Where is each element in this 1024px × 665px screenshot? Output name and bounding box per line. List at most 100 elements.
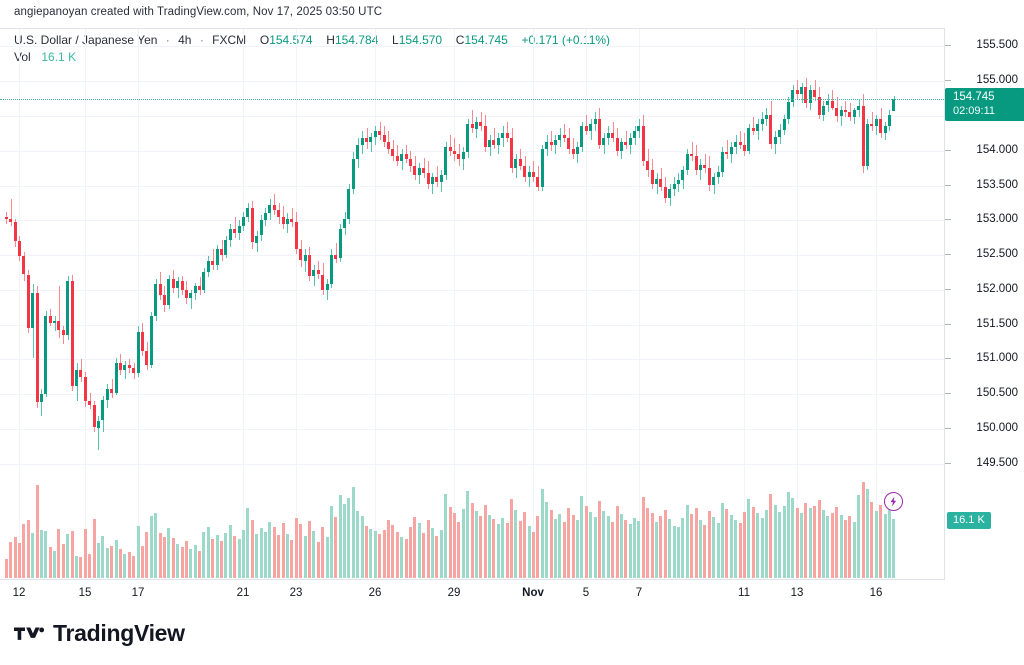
candle-body	[523, 166, 527, 178]
candle-body	[580, 126, 584, 148]
volume-bar	[518, 521, 522, 578]
horizontal-gridline	[0, 463, 944, 465]
volume-bar	[13, 536, 17, 578]
volume-bar	[246, 508, 250, 578]
time-axis[interactable]: 12 15 17 21 23 26 29 Nov 5 7 11 13 16	[0, 580, 944, 610]
volume-bar	[611, 522, 615, 578]
legend-exchange: FXCM	[212, 33, 247, 47]
price-tick-dash	[945, 462, 951, 464]
volume-bar	[228, 524, 232, 578]
volume-bar	[61, 544, 65, 578]
candle-body	[158, 284, 162, 296]
candle-body	[804, 86, 808, 104]
candle-wick	[573, 138, 574, 160]
volume-bar	[92, 519, 96, 578]
candle-body	[307, 255, 311, 276]
candle-body	[716, 171, 720, 178]
candle-body	[527, 171, 531, 178]
volume-bar	[782, 506, 786, 578]
volume-bar	[720, 503, 724, 578]
volume-bar	[387, 520, 390, 578]
volume-bar	[734, 520, 738, 578]
volume-bar	[176, 544, 180, 578]
volume-bar	[154, 513, 158, 578]
volume-bar	[848, 515, 852, 578]
time-axis-tick-label: 12	[12, 587, 26, 599]
volume-bar	[233, 536, 237, 578]
volume-bar	[619, 514, 623, 578]
volume-bar	[365, 525, 368, 578]
lightning-bolt-icon[interactable]	[884, 491, 904, 511]
volume-bar	[57, 528, 61, 578]
candle-body	[536, 177, 540, 187]
volume-bar	[88, 554, 92, 578]
price-tick-dash	[945, 219, 951, 221]
volume-value-badge[interactable]: 16.1 K	[947, 511, 991, 529]
candle-body	[800, 86, 803, 94]
volume-bar	[444, 493, 448, 578]
attribution-text: angiepanoyan created with TradingView.co…	[14, 6, 383, 18]
candle-body	[140, 331, 144, 351]
volume-bar	[83, 529, 87, 578]
candle-body	[562, 135, 566, 139]
candle-body	[444, 147, 448, 175]
legend-interval[interactable]: 4h	[178, 33, 192, 47]
volume-bar	[171, 538, 175, 578]
legend-row-primary: U.S. Dollar / Japanese Yen · 4h · FXCM O…	[14, 32, 610, 49]
current-price-value: 154.745	[953, 90, 995, 103]
candle-body	[887, 114, 891, 127]
volume-bar	[738, 523, 742, 578]
volume-bar	[742, 512, 746, 578]
candle-wick	[872, 112, 873, 132]
candle-body	[17, 241, 21, 257]
volume-bar	[764, 510, 768, 578]
candle-body	[466, 124, 470, 153]
volume-bar	[9, 541, 13, 578]
volume-bar	[852, 521, 856, 578]
volume-bar	[685, 504, 689, 578]
candle-body	[220, 249, 223, 255]
candle-body	[457, 154, 461, 160]
volume-bar	[145, 532, 149, 578]
candle-body	[290, 218, 294, 222]
horizontal-gridline	[0, 428, 944, 430]
volume-bar	[501, 518, 505, 578]
volume-bar	[839, 514, 843, 578]
candle-body	[606, 133, 610, 139]
candle-body	[892, 98, 896, 111]
volume-bar	[510, 499, 513, 578]
volume-bar	[659, 516, 663, 578]
candle-wick	[472, 110, 473, 134]
candle-body	[857, 105, 861, 111]
candle-wick	[380, 121, 381, 141]
candle-body	[233, 228, 237, 233]
volume-bar	[4, 558, 8, 578]
price-axis[interactable]: 155.500155.000154.500154.000153.500153.0…	[944, 28, 1024, 580]
price-axis-tick-label: 152.000	[976, 282, 1018, 295]
volume-bar	[312, 530, 316, 578]
volume-bar	[874, 510, 878, 578]
candle-wick	[450, 135, 451, 157]
volume-bar	[321, 527, 325, 578]
vertical-gridline	[533, 29, 534, 579]
candle-body	[31, 293, 35, 328]
current-price-badge[interactable]: 154.745 02:09:11	[945, 87, 1024, 121]
volume-bar	[527, 525, 531, 578]
volume-bar	[114, 540, 118, 578]
volume-bar	[461, 509, 465, 578]
price-axis-tick-label: 151.500	[976, 317, 1018, 330]
candle-body	[778, 129, 782, 137]
candle-body	[105, 388, 109, 400]
candle-body	[57, 321, 61, 331]
candle-body	[611, 133, 615, 139]
chart-plot-area[interactable]	[0, 28, 944, 580]
candle-body	[865, 124, 869, 166]
volume-bar	[663, 510, 667, 578]
volume-bar	[48, 547, 52, 578]
candle-body	[118, 362, 122, 370]
candle-wick	[11, 199, 12, 226]
candle-body	[149, 316, 153, 365]
price-tick-dash	[945, 80, 951, 82]
candle-body	[303, 255, 307, 261]
legend-high-label: H	[326, 33, 335, 47]
